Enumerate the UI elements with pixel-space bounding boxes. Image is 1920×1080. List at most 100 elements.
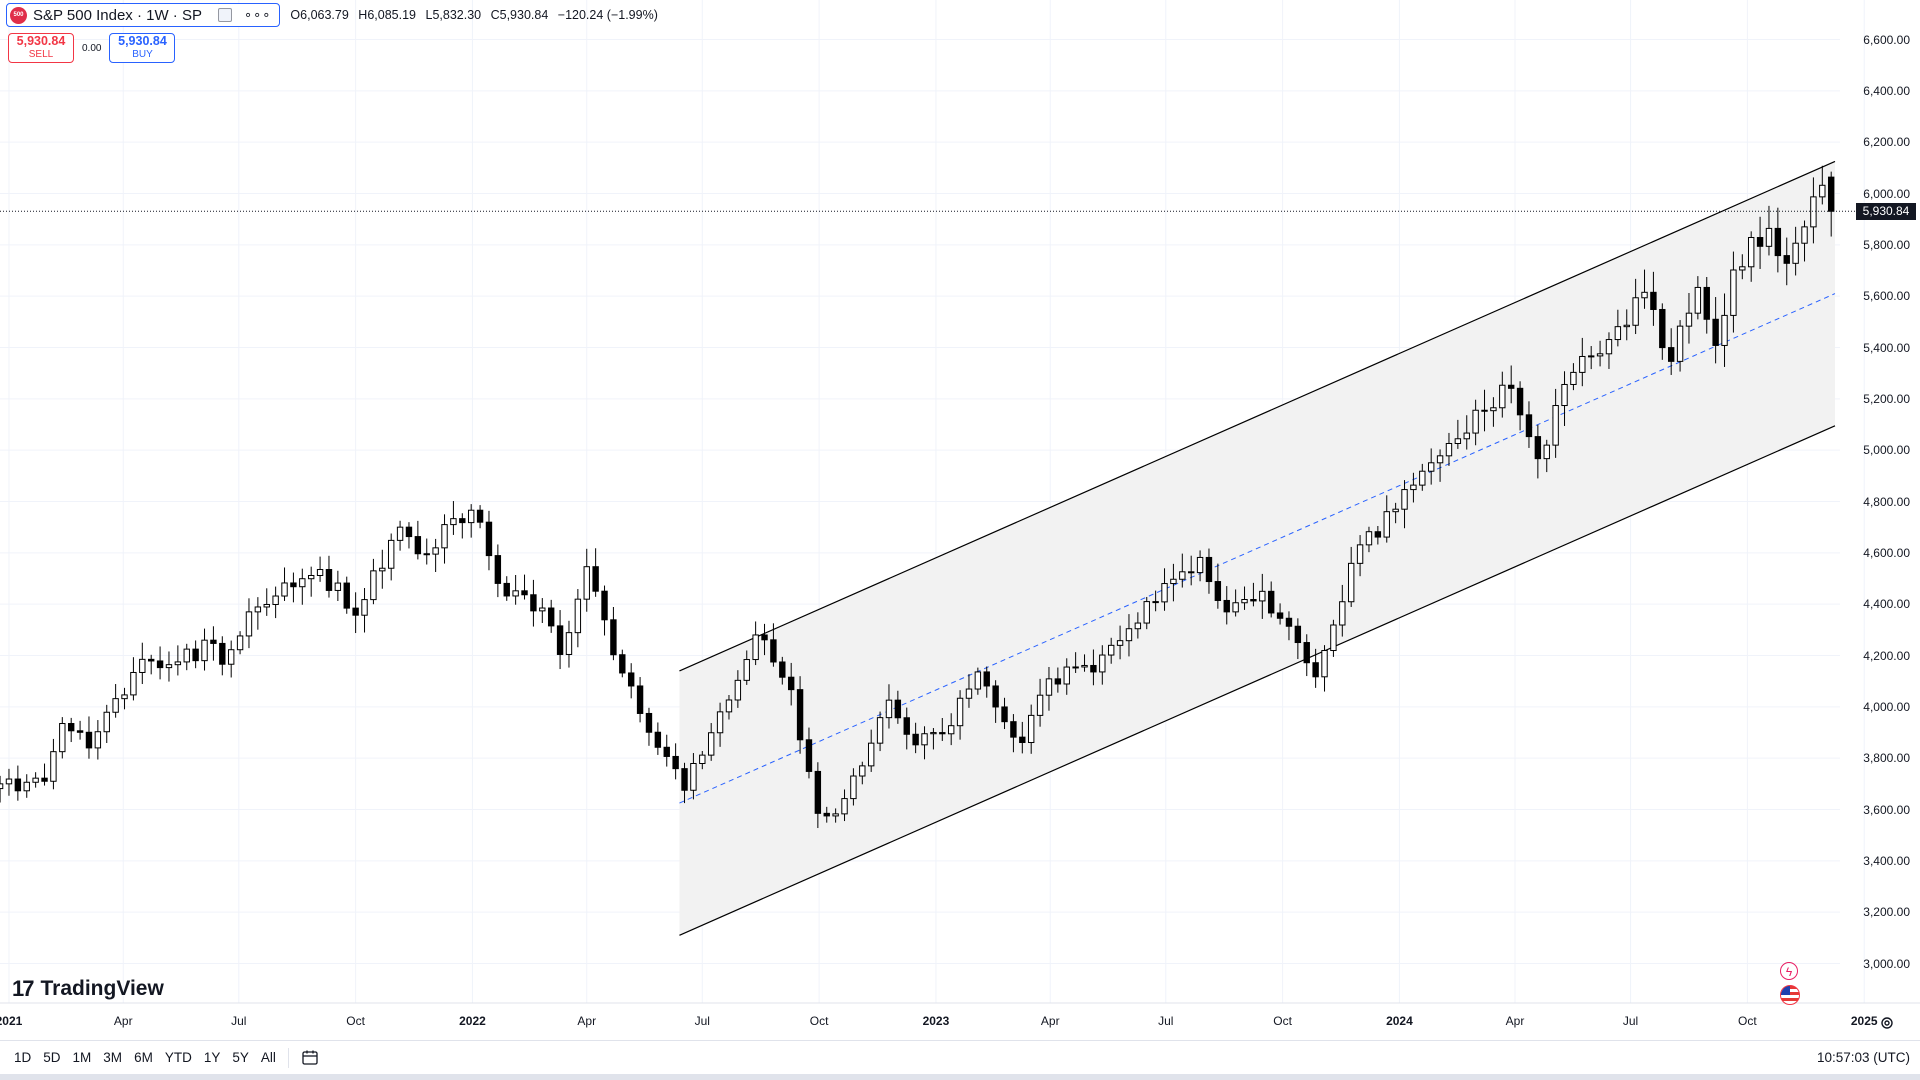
range-button-5d[interactable]: 5D [43, 1050, 61, 1065]
candle-body [1045, 678, 1053, 696]
candle-body [832, 813, 839, 817]
candle-body [1659, 308, 1666, 349]
price-chart[interactable] [0, 0, 1920, 1040]
candle [281, 567, 288, 601]
candle-body [681, 768, 688, 791]
more-options-icon[interactable]: ∘∘∘ [243, 7, 272, 22]
spread-value: 0.00 [82, 42, 102, 54]
candle-body [67, 723, 75, 732]
price-axis-label: 3,800.00 [1863, 751, 1910, 766]
candle-body [414, 536, 422, 555]
candle [699, 750, 706, 770]
range-button-1m[interactable]: 1M [72, 1050, 92, 1065]
price-axis-label: 5,000.00 [1863, 443, 1910, 458]
candle-body [1276, 612, 1284, 619]
candle [1063, 658, 1070, 695]
candle-body [1543, 444, 1550, 460]
candle-body [779, 661, 786, 678]
candle-body [459, 518, 466, 524]
candle-body [841, 798, 848, 815]
candle [1054, 667, 1062, 693]
range-button-1d[interactable]: 1D [14, 1050, 32, 1065]
range-button-ytd[interactable]: YTD [164, 1050, 192, 1065]
candle [1810, 177, 1817, 244]
candle [1694, 276, 1702, 320]
range-button-all[interactable]: All [260, 1050, 276, 1065]
candle-body [1650, 291, 1657, 310]
candle-body [823, 812, 830, 817]
candle-body [1179, 571, 1186, 580]
lightning-icon[interactable]: ϟ [1780, 962, 1798, 980]
candle-body [947, 725, 955, 735]
us-flag-icon[interactable] [1780, 985, 1800, 1005]
candle-body [1010, 721, 1017, 738]
candle-body [1490, 407, 1497, 412]
candle [1330, 619, 1337, 657]
candle-body [663, 746, 670, 757]
candle-body [1765, 227, 1773, 247]
candle [219, 636, 226, 676]
candle [1232, 589, 1239, 617]
candle [654, 722, 662, 755]
flag-icon[interactable] [217, 8, 232, 22]
candle-body [165, 664, 173, 669]
symbol-selector[interactable]: 500 S&P 500 Index · 1W · SP ∘∘∘ [6, 3, 281, 27]
candle [1774, 207, 1782, 273]
candle-body [343, 582, 350, 609]
candle-body [1534, 436, 1542, 460]
candle-body [1063, 666, 1070, 685]
candle-body [1792, 242, 1799, 264]
candle [1187, 555, 1195, 586]
candle-body [912, 733, 919, 746]
candle-body [361, 599, 368, 616]
candle [1472, 399, 1479, 446]
candle-body [583, 566, 590, 600]
candle-body [396, 526, 404, 541]
go-to-date-icon[interactable] [301, 1049, 319, 1067]
candle-body [1730, 269, 1737, 316]
candle [601, 585, 608, 636]
symbol-title[interactable]: S&P 500 Index · 1W · SP [33, 6, 202, 24]
low-value: 5,832.30 [432, 8, 482, 22]
utc-clock[interactable]: 10:57:03 (UTC) [1816, 1050, 1910, 1065]
candle-body [1570, 371, 1577, 385]
candle [1401, 480, 1408, 529]
range-button-6m[interactable]: 6M [134, 1050, 153, 1065]
candle [1756, 216, 1764, 269]
candle [1001, 697, 1008, 730]
candle-body [1321, 650, 1328, 678]
candle [1605, 332, 1613, 369]
candle [1241, 586, 1248, 610]
range-button-1y[interactable]: 1Y [203, 1050, 221, 1065]
candle-body [130, 671, 137, 696]
candle [361, 588, 368, 633]
candle-body [859, 765, 866, 777]
candle [503, 576, 510, 601]
range-button-5y[interactable]: 5Y [232, 1050, 249, 1065]
candle [0, 775, 4, 803]
candle [379, 549, 386, 589]
candle [752, 621, 759, 666]
candle [761, 623, 768, 656]
candle-body [59, 723, 66, 753]
candle-body [32, 777, 39, 783]
sell-button[interactable]: 5,930.84 SELL [8, 33, 74, 63]
candle-body [1125, 628, 1133, 642]
candle-body [1641, 291, 1648, 299]
candle [1659, 303, 1666, 360]
range-button-3m[interactable]: 3M [103, 1050, 123, 1065]
candle-body [1756, 237, 1764, 247]
channel-drawing[interactable] [679, 160, 1836, 936]
candle-body [752, 634, 759, 661]
candle-body [387, 539, 395, 569]
candle-body [1783, 255, 1790, 264]
candle-body [1712, 318, 1719, 346]
candle [1267, 581, 1275, 618]
buy-button[interactable]: 5,930.84 BUY [109, 33, 176, 63]
time-axis-label: Apr [113, 1014, 133, 1028]
candle [1490, 397, 1497, 427]
settings-gear-icon[interactable] [1880, 1016, 1894, 1030]
candle [1134, 612, 1142, 639]
tradingview-logo[interactable]: 17 TradingView [12, 976, 164, 1002]
candle-body [1632, 297, 1639, 326]
